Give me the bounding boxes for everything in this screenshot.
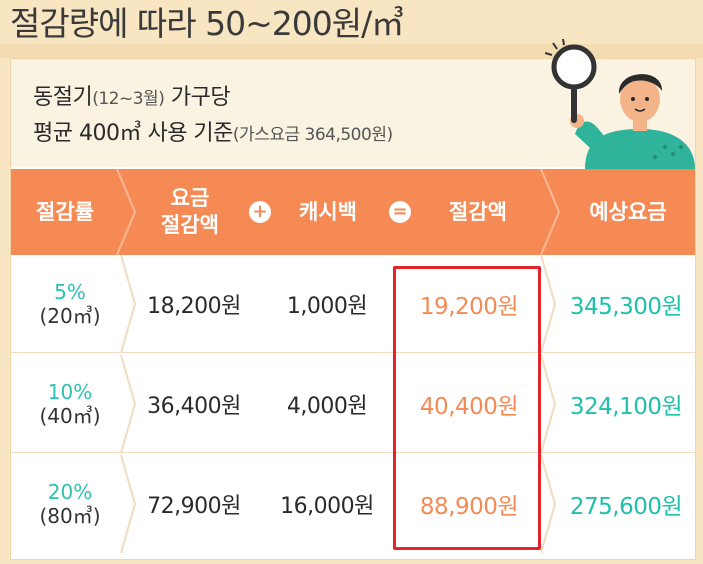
rate-cell: 10% (40㎥) <box>11 355 129 453</box>
info-season: 동절기 <box>33 85 93 110</box>
bill-savings-cell: 36,400원 <box>147 394 241 419</box>
chevron-right-icon <box>540 455 557 553</box>
info-per-household: 가구당 <box>164 85 231 110</box>
plus-operator: + <box>252 201 268 222</box>
bill-savings-cell: 72,900원 <box>147 494 241 519</box>
total-savings-cell: 40,400원 <box>419 394 519 420</box>
table-row: 20% (80㎥) 72,900원 16,000원 88,900원 275,60… <box>11 455 695 553</box>
info-basis: 평균 400㎥ 사용 기준 <box>33 121 233 146</box>
cashback-cell: 16,000원 <box>280 494 374 519</box>
table-row: 10% (40㎥) 36,400원 4,000원 40,400원 324,100… <box>11 355 695 453</box>
rate-cell: 20% (80㎥) <box>11 455 129 553</box>
header-total-savings: 절감액 <box>449 199 507 224</box>
chevron-right-icon <box>120 255 137 353</box>
chevron-right-icon <box>116 169 137 255</box>
info-line-2: 평균 400㎥ 사용 기준(가스요금 364,500원) <box>33 115 393 147</box>
bill-savings-cell: 18,200원 <box>147 294 241 319</box>
total-savings-cell: 88,900원 <box>419 494 519 520</box>
cashback-cell: 4,000원 <box>286 394 368 419</box>
rate-volume: (40㎥) <box>39 404 101 428</box>
page-title: 절감량에 따라 50~200원/㎥ <box>10 4 404 43</box>
cashback-cell: 1,000원 <box>286 294 368 319</box>
table-header-row: 절감률 요금 절감액 + 캐시백 = 절감액 예상요금 <box>11 169 695 255</box>
rate-cell: 5% (20㎥) <box>11 255 129 353</box>
plus-icon: + <box>249 201 271 223</box>
chevron-right-icon <box>120 355 137 453</box>
expected-bill-cell: 345,300원 <box>569 294 683 320</box>
info-line-1: 동절기(12~3월) 가구당 <box>33 79 231 111</box>
header-expected-bill: 예상요금 <box>589 199 667 224</box>
chevron-right-icon <box>120 455 137 553</box>
info-season-months: (12~3월) <box>92 89 165 109</box>
header-cashback: 캐시백 <box>299 199 357 224</box>
highlight-box <box>393 266 541 550</box>
title-band <box>0 44 703 58</box>
info-gas-bill: (가스요금 364,500원) <box>232 125 393 145</box>
chevron-right-icon <box>540 169 561 255</box>
rate-volume: (20㎥) <box>39 304 101 328</box>
rate-percent: 10% <box>47 380 93 404</box>
rate-percent: 20% <box>47 480 93 504</box>
equals-operator: = <box>392 201 408 222</box>
chevron-right-icon <box>540 355 557 453</box>
equals-icon: = <box>389 201 411 223</box>
person-with-magnifier-icon <box>545 39 695 169</box>
rate-percent: 5% <box>54 280 86 304</box>
expected-bill-cell: 275,600원 <box>569 494 683 520</box>
header-bill-savings: 요금 절감액 <box>161 186 219 237</box>
total-savings-cell: 19,200원 <box>419 294 519 320</box>
chevron-right-icon <box>540 255 557 353</box>
savings-card: 동절기(12~3월) 가구당 평균 400㎥ 사용 기준(가스요금 364,50… <box>10 39 696 560</box>
info-panel: 동절기(12~3월) 가구당 평균 400㎥ 사용 기준(가스요금 364,50… <box>11 39 695 169</box>
expected-bill-cell: 324,100원 <box>569 394 683 420</box>
table-row: 5% (20㎥) 18,200원 1,000원 19,200원 345,300원 <box>11 255 695 353</box>
header-rate: 절감률 <box>36 199 94 224</box>
rate-volume: (80㎥) <box>39 504 101 528</box>
